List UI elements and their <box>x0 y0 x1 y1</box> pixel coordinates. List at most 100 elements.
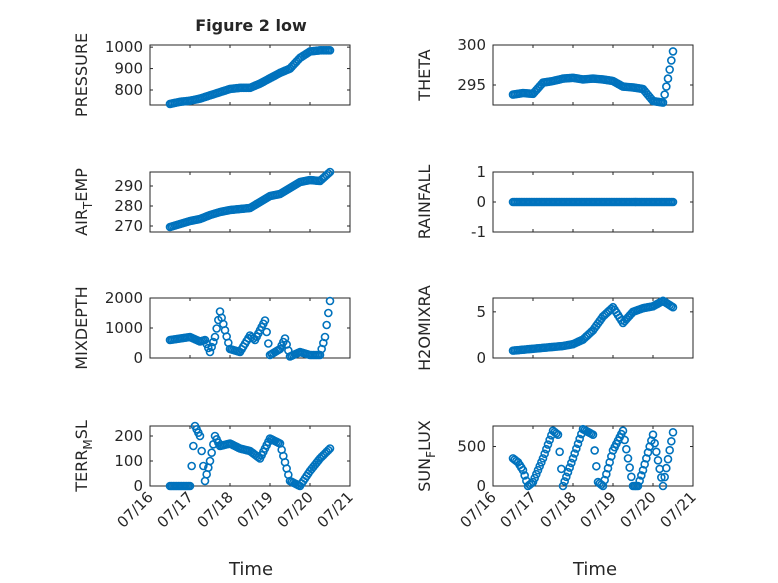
sun_flux-point <box>592 461 601 471</box>
subplot-h2omixra: 0 5 H2OMIXRA <box>415 285 694 371</box>
terr_msl-series <box>165 421 335 491</box>
terr_msl-point <box>187 461 196 471</box>
sun_flux-point <box>650 438 659 448</box>
theta-point <box>667 56 676 65</box>
air_temp-ytick-label: 280 <box>114 197 143 215</box>
terr_msl-ytick-label: 0 <box>133 477 143 495</box>
sun_flux-point <box>552 429 561 438</box>
theta-ytick-label: 300 <box>457 36 486 54</box>
air_temp-ylabel: AIRTEMP <box>72 168 95 236</box>
terr_msl-point <box>189 441 198 451</box>
terr_msl-point <box>324 445 333 455</box>
pressure-series <box>165 46 335 109</box>
sun_flux-point <box>627 472 636 482</box>
pressure-ytick-label: 800 <box>114 81 143 99</box>
xlabel-right: Time <box>572 559 617 580</box>
sun_flux-point <box>567 458 576 468</box>
sun_flux-point <box>563 467 573 477</box>
h2omixra-ytick-label: 0 <box>476 349 486 367</box>
air_temp-series <box>165 167 335 232</box>
air_temp-point <box>324 169 333 178</box>
sun_flux-point <box>553 430 563 439</box>
sun_flux-point <box>667 436 676 446</box>
sun_flux-axes-frame <box>492 425 694 487</box>
sun_flux-point <box>618 426 628 436</box>
rainfall-ytick-label: 1 <box>476 163 486 181</box>
mixdepth-point <box>205 347 215 357</box>
subplot-pressure: 800 900 1000 PRESSURE <box>72 33 351 117</box>
pressure-ytick-label: 900 <box>114 60 143 78</box>
terr_msl-point <box>205 456 215 466</box>
terr_msl-point <box>199 461 208 471</box>
terr_msl-point <box>207 448 216 457</box>
sun_flux-point <box>520 471 529 480</box>
sun_flux-point <box>535 461 544 471</box>
sun_flux-point <box>572 444 581 453</box>
pressure-point <box>325 46 335 55</box>
sun_flux-point <box>542 444 551 454</box>
mixdepth-point <box>325 296 335 306</box>
theta-series <box>508 47 678 107</box>
h2omixra-ytick-label: 5 <box>476 303 486 321</box>
sun_flux-point <box>620 435 629 445</box>
sun_flux-point <box>562 472 571 482</box>
mixdepth-point <box>207 342 216 352</box>
terr_msl-ylabel: TERRMSL <box>72 420 95 493</box>
sun_flux-point <box>637 471 646 480</box>
h2omixra-series <box>508 296 678 355</box>
theta-point <box>660 90 669 99</box>
mixdepth-ytick-label: 1000 <box>105 319 143 337</box>
pressure-ytick-label: 1000 <box>105 38 143 56</box>
mixdepth-axes-frame <box>149 297 351 359</box>
mixdepth-point <box>324 308 333 318</box>
sun_flux-point <box>622 444 631 454</box>
sun_flux-point <box>648 430 658 439</box>
sun_flux-point <box>557 464 566 474</box>
sun_flux-point <box>560 477 569 486</box>
sun_flux-point <box>575 434 584 444</box>
sun_flux-point <box>570 449 579 458</box>
sun_flux-point <box>660 472 669 482</box>
terr_msl-point <box>195 431 205 441</box>
sun_flux-point <box>565 463 574 472</box>
sun_flux-point <box>668 428 678 437</box>
air_temp-ytick-label: 290 <box>114 177 143 195</box>
rainfall-point <box>668 197 678 207</box>
sun_flux-point <box>530 473 539 483</box>
mixdepth-point <box>212 324 221 333</box>
mixdepth-point <box>260 316 270 325</box>
air_temp-ytick-label: 270 <box>114 217 143 235</box>
mixdepth-ytick-label: 0 <box>133 349 143 367</box>
sun_flux-ytick-label: 500 <box>457 438 486 456</box>
mixdepth-point <box>200 335 210 345</box>
sun_flux-point <box>555 447 564 457</box>
rainfall-ytick-label: 0 <box>476 193 486 211</box>
sun_flux-point <box>540 449 549 459</box>
mixdepth-point <box>322 320 331 330</box>
mixdepth-point <box>210 332 220 342</box>
terr_msl-point <box>185 481 195 491</box>
sun_flux-point <box>573 439 583 449</box>
rainfall-ylabel: RAINFALL <box>415 165 434 240</box>
sun_flux-point <box>658 481 668 491</box>
sun_flux-series <box>508 424 678 491</box>
subplot-theta: 295 300 THETA <box>415 36 694 107</box>
sun_flux-point <box>518 465 528 475</box>
sun_flux-point <box>657 473 666 482</box>
sun_flux-point <box>623 454 633 463</box>
sun_flux-point <box>533 465 543 475</box>
sun_flux-point <box>635 476 644 486</box>
sun_flux-point <box>528 477 538 487</box>
theta-ytick-label: 295 <box>457 76 486 94</box>
mixdepth-point <box>264 339 273 348</box>
sun_flux-point <box>662 463 671 473</box>
subplot-air_temp: 270 280 290 AIRTEMP <box>72 167 351 236</box>
theta-point <box>663 74 673 83</box>
sun_flux-point <box>545 435 554 445</box>
mixdepth-ylabel: MIXDEPTH <box>72 286 91 369</box>
mixdepth-point <box>320 332 330 342</box>
theta-point <box>662 82 671 91</box>
sun_flux-point <box>590 446 599 455</box>
